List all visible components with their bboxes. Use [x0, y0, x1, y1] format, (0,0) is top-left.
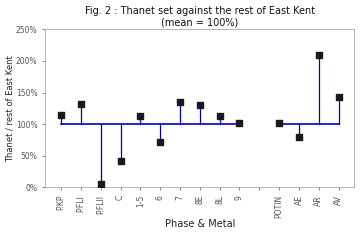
Point: [78, 102, 84, 106]
Point: [217, 114, 222, 118]
Point: [276, 121, 282, 125]
Point: [118, 159, 123, 163]
X-axis label: Phase & Metal: Phase & Metal: [165, 219, 235, 229]
Point: [138, 114, 143, 118]
Point: [197, 103, 203, 107]
Point: [296, 136, 302, 139]
Y-axis label: Thanet / rest of East Kent: Thanet / rest of East Kent: [5, 55, 14, 162]
Point: [237, 121, 242, 125]
Point: [98, 182, 104, 186]
Point: [336, 95, 342, 99]
Point: [58, 113, 64, 117]
Title: Fig. 2 : Thanet set against the rest of East Kent
(mean = 100%): Fig. 2 : Thanet set against the rest of …: [85, 6, 315, 27]
Point: [316, 53, 321, 56]
Point: [157, 140, 163, 144]
Point: [177, 100, 183, 104]
